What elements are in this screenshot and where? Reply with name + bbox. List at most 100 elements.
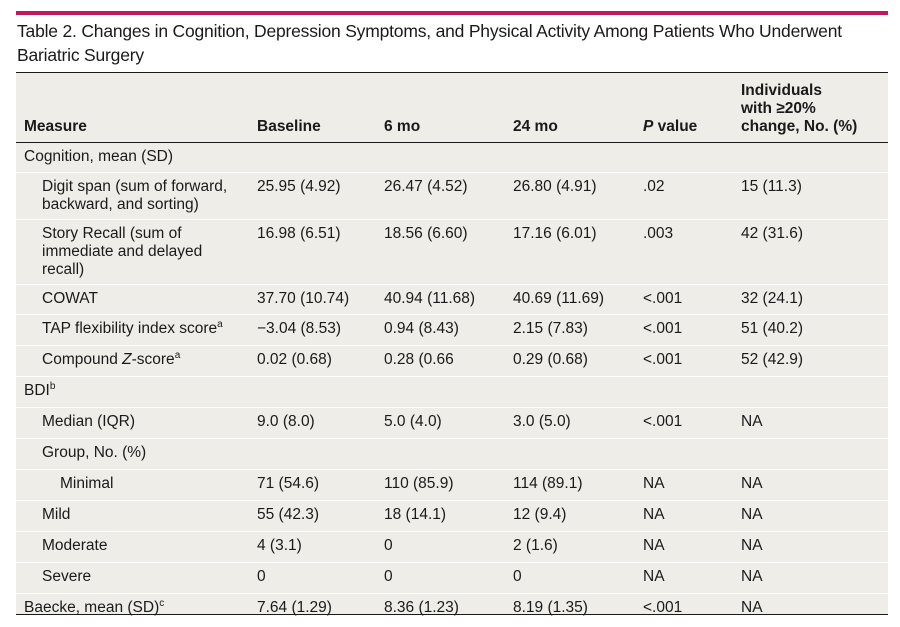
cell-24mo: 40.69 (11.69) xyxy=(513,290,605,307)
footnote-marker: b xyxy=(49,380,56,392)
cell-6mo: 110 (85.9) xyxy=(384,475,454,492)
table-row-digit-span: Digit span (sum of forward, backward, an… xyxy=(16,173,888,220)
table-header: Measure Baseline 6 mo 24 mo P value Indi… xyxy=(16,73,888,143)
accent-bar xyxy=(16,11,888,15)
cell-24mo: 2.15 (7.83) xyxy=(513,320,588,337)
cell-24mo: 0.29 (0.68) xyxy=(513,351,588,368)
row-label-line1: Digit span (sum of forward, xyxy=(42,178,228,195)
row-label: Compound Z-scorea xyxy=(42,349,181,369)
header-change-line1: Individuals xyxy=(741,82,822,99)
row-label-line2: immediate and delayed xyxy=(42,243,203,260)
cell-24mo: 8.19 (1.35) xyxy=(513,599,588,616)
row-label: BDIb xyxy=(24,380,56,400)
footnote-marker: c xyxy=(159,597,165,609)
header-24mo: 24 mo xyxy=(513,118,558,135)
row-label: Group, No. (%) xyxy=(42,444,147,461)
header-change: Individuals with ≥20% change, No. (%) xyxy=(741,82,857,136)
row-label-text: BDI xyxy=(24,382,50,399)
table-title: Table 2. Changes in Cognition, Depressio… xyxy=(17,21,842,65)
table-row-cognition: Cognition, mean (SD) xyxy=(16,143,888,173)
cell-24mo: 0 xyxy=(513,568,522,585)
cell-24mo: 26.80 (4.91) xyxy=(513,178,597,195)
cell-p-value: <.001 xyxy=(643,599,683,616)
cell-6mo: 0 xyxy=(384,537,393,554)
cell-change: NA xyxy=(741,506,763,523)
cell-baseline: 4 (3.1) xyxy=(257,537,302,554)
table-row-severe: Severe 0 0 0 NA NA xyxy=(16,563,888,594)
cell-6mo: 0.28 (0.66 xyxy=(384,351,454,368)
header-measure: Measure xyxy=(24,118,87,135)
cell-p-value: <.001 xyxy=(643,320,683,337)
cell-p-value: NA xyxy=(643,506,665,523)
table-row-cowat: COWAT 37.70 (10.74) 40.94 (11.68) 40.69 … xyxy=(16,285,888,315)
cell-p-value: NA xyxy=(643,537,665,554)
row-label: Cognition, mean (SD) xyxy=(24,148,174,165)
cell-6mo: 5.0 (4.0) xyxy=(384,413,442,430)
cell-change: 32 (24.1) xyxy=(741,290,804,307)
cell-p-value: NA xyxy=(643,568,665,585)
cell-6mo: 0.94 (8.43) xyxy=(384,320,459,337)
cell-6mo: 0 xyxy=(384,568,393,585)
cell-change: NA xyxy=(741,413,763,430)
row-label-text: Baecke, mean (SD) xyxy=(24,599,160,616)
cell-24mo: 3.0 (5.0) xyxy=(513,413,571,430)
cell-p-value: <.001 xyxy=(643,290,683,307)
cell-p-value: .02 xyxy=(643,178,665,195)
footnote-marker: a xyxy=(217,318,223,330)
header-change-line3: change, No. (%) xyxy=(741,118,858,135)
row-label: Moderate xyxy=(42,537,108,554)
cell-change: 51 (40.2) xyxy=(741,320,804,337)
cell-change: 52 (42.9) xyxy=(741,351,804,368)
row-label-italic: Z xyxy=(122,351,132,368)
table-row-story-recall: Story Recall (sum of immediate and delay… xyxy=(16,220,888,285)
row-label: Median (IQR) xyxy=(42,413,136,430)
cell-p-value: .003 xyxy=(643,225,674,242)
cell-change: 15 (11.3) xyxy=(741,178,802,195)
table-row-group: Group, No. (%) xyxy=(16,439,888,470)
header-baseline: Baseline xyxy=(257,118,321,135)
table-row-moderate: Moderate 4 (3.1) 0 2 (1.6) NA NA xyxy=(16,532,888,563)
header-p-value: P value xyxy=(643,118,697,136)
row-label-suffix: -score xyxy=(131,351,175,368)
row-label-line2: backward, and sorting) xyxy=(42,196,199,213)
cell-6mo: 18.56 (6.60) xyxy=(384,225,468,242)
header-p-rest: value xyxy=(653,118,698,135)
row-label-text: TAP flexibility index score xyxy=(42,320,218,337)
cell-baseline: 37.70 (10.74) xyxy=(257,290,350,307)
table-row-minimal: Minimal 71 (54.6) 110 (85.9) 114 (89.1) … xyxy=(16,470,888,501)
cell-change: NA xyxy=(741,475,763,492)
table-row-mild: Mild 55 (42.3) 18 (14.1) 12 (9.4) NA NA xyxy=(16,501,888,532)
cell-change: NA xyxy=(741,537,763,554)
cell-24mo: 114 (89.1) xyxy=(513,475,583,492)
cell-24mo: 17.16 (6.01) xyxy=(513,225,597,242)
cell-baseline: 7.64 (1.29) xyxy=(257,599,332,616)
row-label: Mild xyxy=(42,506,71,523)
cell-6mo: 18 (14.1) xyxy=(384,506,447,523)
header-change-line2: with ≥20% xyxy=(741,100,816,117)
cell-baseline: 0 xyxy=(257,568,266,585)
cell-baseline: 9.0 (8.0) xyxy=(257,413,315,430)
cell-change: NA xyxy=(741,568,763,585)
footnote-marker: a xyxy=(174,349,181,361)
table-row-baecke: Baecke, mean (SD)c 7.64 (1.29) 8.36 (1.2… xyxy=(16,594,888,623)
table-row-bdi: BDIb xyxy=(16,377,888,408)
row-label-line3: recall) xyxy=(42,261,85,278)
cell-p-value: <.001 xyxy=(643,413,683,430)
table-row-median: Median (IQR) 9.0 (8.0) 5.0 (4.0) 3.0 (5.… xyxy=(16,408,888,439)
header-p-italic: P xyxy=(643,118,654,135)
cell-p-value: NA xyxy=(643,475,665,492)
header-6mo: 6 mo xyxy=(384,118,421,135)
row-label-line1: Story Recall (sum of xyxy=(42,225,182,242)
cell-24mo: 2 (1.6) xyxy=(513,537,558,554)
cell-p-value: <.001 xyxy=(643,351,683,368)
cell-change: 42 (31.6) xyxy=(741,225,804,242)
row-label: Baecke, mean (SD)c xyxy=(24,597,165,617)
cell-baseline: −3.04 (8.53) xyxy=(257,320,342,337)
table-row-compound: Compound Z-scorea 0.02 (0.68) 0.28 (0.66… xyxy=(16,346,888,377)
row-label: Severe xyxy=(42,568,92,585)
cell-baseline: 25.95 (4.92) xyxy=(257,178,341,195)
cell-change: NA xyxy=(741,599,763,616)
row-label: Digit span (sum of forward, backward, an… xyxy=(42,178,227,214)
cell-baseline: 71 (54.6) xyxy=(257,475,320,492)
cell-baseline: 0.02 (0.68) xyxy=(257,351,332,368)
